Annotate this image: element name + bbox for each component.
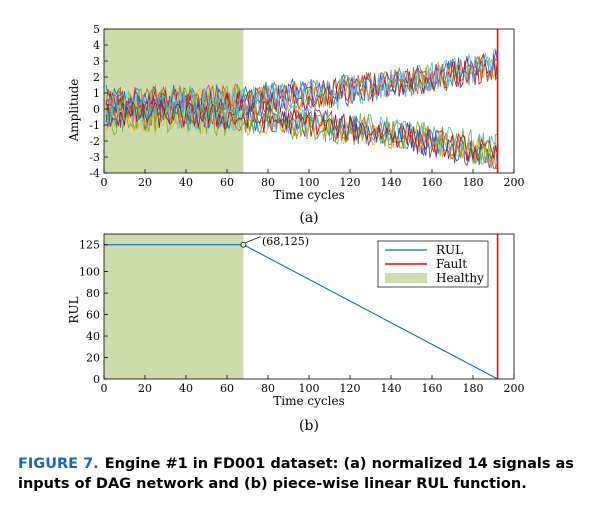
panel-a-y-tick-label: -4 [89,167,100,180]
panel-a-signals-chart: 0 20 40 60 80 100 120 140 160 180 200 -4 -3 -2 -1 0 1 2 3 4… [67,23,525,226]
panel-a-label: (a) [299,210,318,226]
panel-a-x-tick-label: 60 [220,176,234,189]
panel-b-x-tick-label: 60 [220,382,234,395]
panel-b-x-tick-label: 160 [422,382,443,395]
figure: 0 20 40 60 80 100 120 140 160 180 200-4-3-2-101234… [67,23,525,434]
panel-b-annotation-leader [245,236,261,244]
panel-a-y-tick-label: 1 [93,87,100,100]
panel-b-healthy-region [104,234,244,379]
panel-b-y-tick-label: 125 [79,239,100,252]
legend-healthy-swatch [385,273,427,283]
panel-a-x-tick-label: 40 [179,176,193,189]
panel-a-x-tick-label: 180 [463,176,484,189]
panel-b-x-tick-label: 120 [340,382,361,395]
panel-a-x-tick-label: 80 [261,176,275,189]
panel-b-x-tick-label: 180 [463,382,484,395]
panel-b-y-tick-label: 0 [93,373,100,386]
panel-a-y-tick-label: 3 [93,55,100,68]
panel-a-x-tick-label: 0 [101,176,108,189]
panel-b-x-tick-label: 100 [299,382,320,395]
panel-a-x-tick-label: 200 [504,176,525,189]
panel-a-signal-line [105,50,498,118]
legend-healthy-label: Healthy [436,271,484,285]
legend-rul-label: RUL [436,243,463,257]
caption-label: FIGURE 7. [18,456,99,472]
panel-a-x-tick-label: 20 [138,176,152,189]
panel-a-signal-line [105,100,498,166]
panel-b-y-tick-label: 80 [86,287,100,300]
panel-b-x-tick-label: 200 [504,382,525,395]
panel-b-frame [103,233,515,380]
panel-b-annotation-marker [240,241,247,248]
panel-b-x-tick-label: 80 [261,382,275,395]
panel-b-y-tick-label: 40 [86,330,100,343]
panel-b-x-tick-label: 0 [101,382,108,395]
panel-a-x-tick-label: 140 [381,176,402,189]
panel-a-signal-line [105,94,498,169]
panel-a-y-tick-label: 4 [93,39,100,52]
panel-b-y-tick-label: 60 [86,309,100,322]
panel-a-signal-line [105,48,498,121]
panel-b-label: (b) [299,418,319,434]
panel-a-x-tick-label: 160 [422,176,443,189]
panel-b-x-tick-label: 20 [138,382,152,395]
legend-fault-label: Fault [436,257,467,271]
panel-a-y-tick-label: 0 [93,103,100,116]
panel-b-y-axis-label: RUL [67,296,81,323]
panel-a-x-axis-label: Time cycles [273,188,344,202]
panel-b-rul-chart: 0 20 40 60 80 100 120 140 160 180 200 0 20 40 60 80 100 1… [67,233,525,434]
panel-b-x-tick-label: 40 [179,382,193,395]
panel-a-y-tick-label: 5 [93,23,100,36]
panel-b-y-tick-label: 100 [79,266,100,279]
panel-a-signal-line [105,105,498,168]
figure-caption: FIGURE 7. Engine #1 in FD001 dataset: (a)… [18,454,593,494]
panel-a-x-tick-label: 100 [299,176,320,189]
panel-a-y-tick-label: 2 [93,71,100,84]
legend: RUL Fault Healthy [377,240,489,288]
panel-b-x-axis-label: Time cycles [273,394,344,408]
panel-a-frame [103,28,515,174]
panel-b-x-tick-label: 140 [381,382,402,395]
panel-a-x-tick-label: 120 [340,176,361,189]
panel-a-y-axis-label: Amplitude [67,79,81,143]
panel-b-annotation: (68,125) [262,235,309,248]
panel-a-y-tick-label: -1 [89,119,100,132]
panel-a-y-tick-label: -2 [89,135,100,148]
caption-text: Engine #1 in FD001 dataset: (a) normaliz… [18,456,574,492]
panel-b-y-tick-label: 20 [86,352,100,365]
panel-a-y-tick-label: -3 [89,151,100,164]
panel-a-signal-line [105,101,498,161]
